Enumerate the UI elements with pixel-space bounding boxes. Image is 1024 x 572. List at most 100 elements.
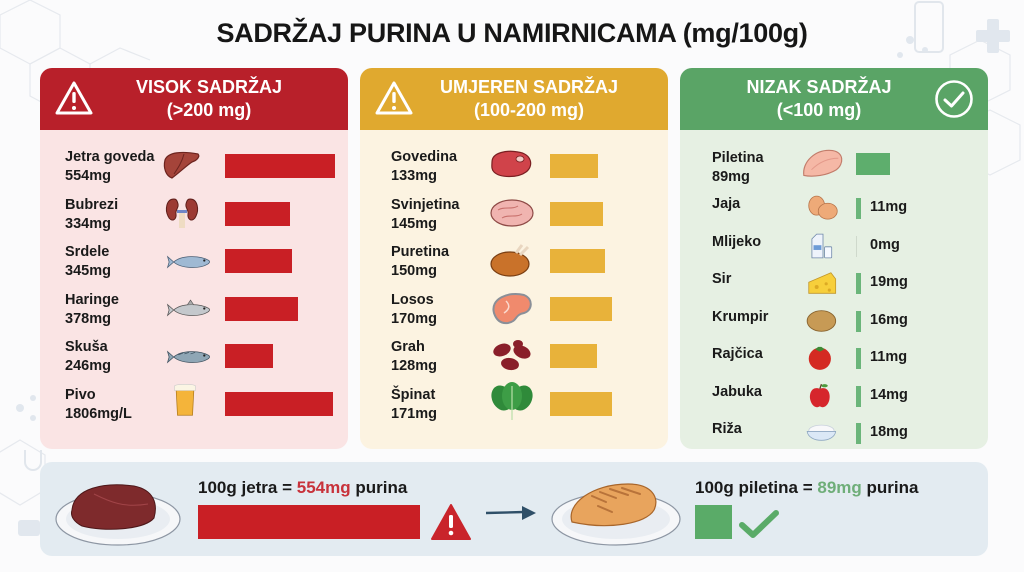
chicken-plate-icon — [551, 483, 681, 546]
chicken-breast-icon — [803, 149, 843, 177]
arrow-right-icon — [486, 506, 536, 520]
food-name: Jabuka — [712, 383, 762, 400]
food-row: Sir 19mg — [680, 267, 988, 305]
food-row: Jabuka 14mg — [680, 380, 988, 418]
purine-bar-jetra — [225, 154, 335, 178]
salmon-steak-icon — [492, 292, 532, 324]
high-panel-header: VISOK SADRŽAJ (>200 mg) — [40, 68, 348, 130]
pork-roast-icon — [490, 198, 534, 227]
eggs-icon — [808, 195, 838, 220]
purine-bar-sir — [856, 273, 861, 294]
food-value: 19mg — [870, 274, 908, 290]
food-name: Srdele — [65, 244, 110, 260]
warning-triangle-icon — [55, 81, 93, 115]
food-name: Rajčica — [712, 346, 763, 362]
purine-bar-svinjetina — [550, 201, 603, 226]
food-name: Piletina — [712, 150, 764, 166]
food-name: Jetra goveda — [65, 149, 155, 165]
food-value: 11mg — [870, 199, 908, 215]
warning-triangle-icon — [431, 504, 471, 540]
food-value: 16mg — [870, 311, 908, 328]
low-purine-panel: NIZAK SADRŽAJ (<100 mg) Piletina 89mg Jaj… — [680, 68, 988, 449]
food-row: Krumpir 16mg — [680, 305, 988, 343]
food-name: Bubrezi — [65, 196, 119, 213]
low-panel-header: NIZAK SADRŽAJ (<100 mg) — [680, 68, 988, 130]
purine-bar-rajcica — [856, 348, 861, 369]
food-row: Jetra goveda 554mg — [40, 146, 348, 194]
purine-bar-bubrezi — [225, 201, 290, 226]
food-value: 170mg — [391, 310, 437, 327]
food-row: Riža 18mg — [680, 417, 988, 449]
cheese-icon — [808, 272, 837, 294]
mackerel-icon — [166, 350, 210, 364]
high-panel-title: VISOK SADRŽAJ — [135, 77, 283, 97]
food-row: Mlijeko 0mg — [680, 230, 988, 268]
food-row: Haringe 378mg — [40, 289, 348, 337]
food-value: 378mg — [65, 310, 111, 327]
apple-icon — [809, 383, 830, 407]
purine-bar-riza — [856, 423, 861, 444]
comparison-prefix: 100g jetra = — [198, 478, 297, 497]
food-row: Skuša 246mg — [40, 336, 348, 384]
food-row: Grah 128mg — [360, 336, 668, 384]
food-name: Riža — [712, 421, 742, 437]
kidneys-icon — [165, 197, 199, 228]
moderate-panel-title: UMJEREN SADRŽAJ — [439, 77, 619, 97]
liver-plate-icon — [55, 484, 181, 546]
food-row: Govedina 133mg — [360, 146, 668, 194]
food-name: Svinjetina — [391, 196, 460, 213]
food-value: 334mg — [65, 215, 111, 232]
high-panel-range: (>200 mg) — [166, 100, 252, 120]
steak-icon — [491, 150, 532, 178]
purine-bar-pivo — [225, 391, 333, 416]
warning-triangle-icon — [375, 81, 413, 115]
food-row: Pivo 1806mg/L — [40, 383, 348, 432]
food-value: 1806mg/L — [65, 405, 132, 422]
comparison-suffix: purina — [861, 478, 919, 497]
beer-glass-icon — [174, 383, 196, 416]
food-name: Govedina — [391, 149, 458, 165]
food-row: Rajčica 11mg — [680, 342, 988, 380]
food-row: Jaja 11mg — [680, 192, 988, 230]
low-panel-title: NIZAK SADRŽAJ — [746, 77, 892, 97]
food-row: Srdele 345mg — [40, 241, 348, 289]
liver-purine-bar — [198, 505, 420, 539]
purine-bar-spinat — [550, 391, 612, 416]
sardine-icon — [166, 255, 210, 269]
food-name: Pivo — [65, 386, 96, 403]
rice-bowl-icon — [806, 424, 837, 441]
chicken-purine-value: 89mg — [817, 478, 862, 497]
chicken-comparison-text: 100g piletina = 89mg purina — [695, 478, 918, 498]
purine-bar-krumpir — [856, 310, 861, 332]
food-value: 150mg — [391, 263, 437, 279]
herring-icon — [166, 299, 210, 316]
purine-bar-jabuka — [856, 385, 861, 407]
tomato-icon — [808, 346, 831, 370]
purine-bar-mlijeko — [856, 235, 857, 257]
food-value: 554mg — [65, 168, 111, 184]
comparison-panel: 100g jetra = 554mg purina 100g piletina … — [40, 462, 988, 556]
food-row: Puretina 150mg — [360, 241, 668, 289]
high-purine-panel: VISOK SADRŽAJ (>200 mg) Jetra goveda 554m… — [40, 68, 348, 449]
moderate-purine-panel: UMJEREN SADRŽAJ (100-200 mg) Govedina 133… — [360, 68, 668, 449]
spinach-icon — [491, 381, 533, 420]
chicken-purine-bar — [695, 505, 732, 539]
food-value: 171mg — [391, 405, 437, 422]
purine-bar-skusa — [225, 344, 273, 368]
purine-bar-piletina — [856, 153, 890, 175]
food-row: Svinjetina 145mg — [360, 194, 668, 242]
food-name: Losos — [391, 291, 434, 308]
moderate-panel-header: UMJEREN SADRŽAJ (100-200 mg) — [360, 68, 668, 130]
comparison-prefix: 100g piletina = — [695, 478, 818, 497]
food-row: Bubrezi 334mg — [40, 194, 348, 242]
food-value: 0mg — [870, 236, 900, 253]
food-name: Puretina — [391, 244, 450, 260]
purine-bar-jaja — [856, 198, 861, 219]
purine-bar-grah — [550, 344, 597, 368]
purine-bar-srdele — [225, 249, 292, 273]
food-name: Skuša — [65, 339, 108, 355]
food-value: 14mg — [870, 386, 908, 403]
checkmark-icon — [739, 510, 779, 538]
potato-icon — [806, 309, 837, 332]
purine-bar-losos — [550, 296, 612, 321]
